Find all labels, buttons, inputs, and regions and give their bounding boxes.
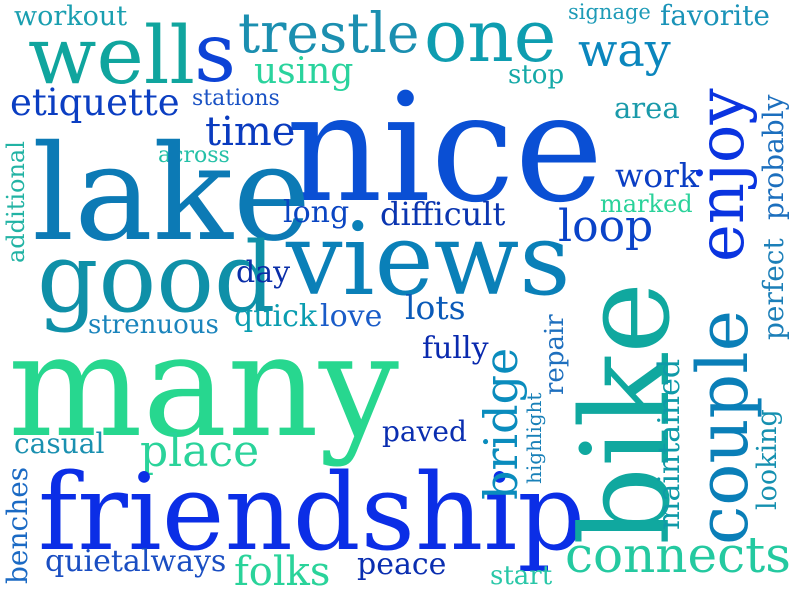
word-etiquette: etiquette — [10, 81, 180, 124]
word-views: views — [286, 201, 571, 318]
word-maintained: maintained — [652, 358, 687, 530]
word-way: way — [578, 23, 671, 77]
word-folks: folks — [234, 549, 331, 595]
word-perfect: perfect — [757, 238, 790, 340]
word-loop: loop — [558, 201, 654, 252]
word-difficult: difficult — [380, 195, 506, 233]
word-place: place — [140, 426, 260, 477]
word-workout: workout — [14, 1, 128, 32]
word-start: start — [490, 561, 553, 591]
word-highlight: highlight — [522, 392, 546, 484]
word-marked: marked — [600, 190, 693, 218]
word-signage: signage — [568, 0, 651, 24]
word-peace: peace — [357, 547, 447, 582]
word-time: time — [205, 109, 296, 155]
word-stations: stations — [192, 86, 280, 111]
word-good: good — [37, 222, 276, 334]
word-day: day — [236, 255, 291, 290]
word-well: well — [28, 9, 195, 102]
word-repair: repair — [540, 314, 570, 395]
word-strenuous: strenuous — [88, 310, 219, 340]
word-quietalways: quietalways — [45, 544, 227, 579]
word-using: using — [254, 51, 354, 92]
word-benches: benches — [1, 466, 34, 584]
word-couple: couple — [682, 309, 764, 545]
word-probably: probably — [757, 94, 790, 220]
word-one: one — [424, 0, 557, 78]
word-lake: lake — [32, 117, 312, 271]
word-friendship: friendship — [38, 451, 586, 574]
word-enjoy: enjoy — [685, 88, 759, 262]
word-fully: fully — [422, 331, 489, 366]
word-stop: stop — [508, 60, 565, 90]
word-across: across — [158, 143, 230, 168]
word-additional: additional — [2, 141, 30, 263]
word-trestle: trestle — [238, 1, 420, 65]
word-connects: connects — [565, 526, 791, 584]
word-long: long — [283, 195, 350, 230]
word-quick: quick — [234, 299, 318, 334]
word-casual: casual — [14, 427, 105, 460]
word-work: work — [615, 156, 699, 195]
word-paved: paved — [382, 415, 467, 448]
word-s: s — [194, 6, 237, 101]
word-many: many — [8, 304, 399, 469]
word-love: love — [320, 299, 383, 334]
word-lots: lots — [405, 288, 466, 327]
word-looking: looking — [752, 409, 783, 510]
word-bridge: bridge — [474, 347, 528, 500]
word-nice: nice — [286, 62, 604, 236]
word-favorite: favorite — [660, 0, 770, 32]
word-area: area — [614, 91, 680, 125]
